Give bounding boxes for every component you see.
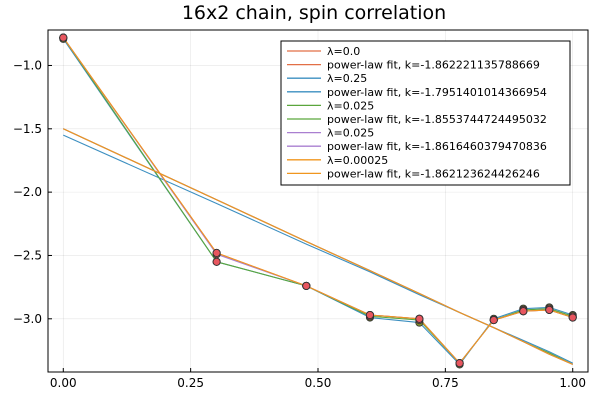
legend-label: λ=0.025 <box>327 127 374 140</box>
series-line-4 <box>63 134 573 364</box>
legend-label: power-law fit, k=-1.8616460379470836 <box>327 140 547 153</box>
legend-label: λ=0.025 <box>327 99 374 112</box>
data-point <box>415 314 424 323</box>
y-tick-label: −2.0 <box>13 185 42 199</box>
data-point <box>489 316 498 325</box>
y-tick-label: −3.0 <box>13 312 42 326</box>
legend-label: λ=0.25 <box>327 72 367 85</box>
series-line-9 <box>62 37 573 364</box>
legend-label: power-law fit, k=-1.862221135788669 <box>327 59 540 72</box>
series-lines <box>62 37 573 365</box>
data-point <box>455 359 464 368</box>
data-point <box>365 310 375 320</box>
data-point <box>519 307 528 316</box>
data-point <box>302 281 311 290</box>
legend-label: λ=0.0 <box>327 45 360 58</box>
data-point <box>545 305 554 314</box>
x-tick-label: 0.25 <box>177 376 204 390</box>
legend-label: power-law fit, k=-1.7951401014366954 <box>327 86 547 99</box>
legend-label: power-law fit, k=-1.862123624426246 <box>327 167 540 180</box>
x-tick-label: 0.00 <box>50 376 77 390</box>
chart-title: 16x2 chain, spin correlation <box>182 2 446 24</box>
data-point <box>59 33 68 42</box>
x-tick-label: 0.75 <box>432 376 459 390</box>
data-point <box>212 257 221 266</box>
x-tick-label: 1.00 <box>559 376 586 390</box>
x-axis: 0.00 0.25 0.50 0.75 1.00 <box>50 368 586 390</box>
y-tick-label: −2.5 <box>13 248 42 262</box>
y-tick-label: −1.0 <box>13 58 42 72</box>
series-line-10 <box>63 128 573 365</box>
y-axis: −1.0 −1.5 −2.0 −2.5 −3.0 <box>13 58 52 326</box>
legend-label: power-law fit, k=-1.8553744724495032 <box>327 113 547 126</box>
markers <box>59 33 577 369</box>
y-tick-label: −1.5 <box>13 122 42 136</box>
legend-label: λ=0.00025 <box>327 154 388 167</box>
x-tick-label: 0.50 <box>305 376 332 390</box>
data-point <box>212 248 221 257</box>
legend-box <box>280 40 571 186</box>
data-point <box>568 313 577 322</box>
